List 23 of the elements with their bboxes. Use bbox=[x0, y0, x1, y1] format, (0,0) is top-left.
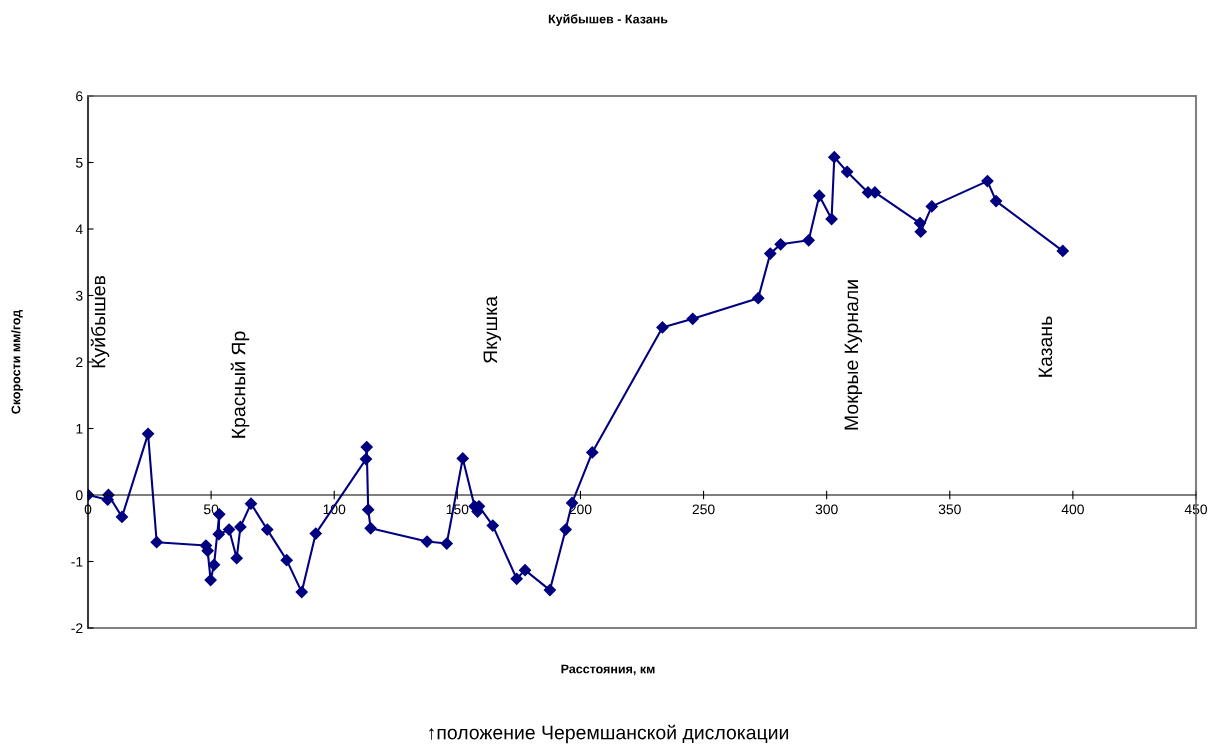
x-tick-label: 400 bbox=[1061, 504, 1084, 515]
x-tick-label: 250 bbox=[692, 504, 715, 515]
y-tick-label: 2 bbox=[76, 357, 83, 368]
y-tick-label: -1 bbox=[71, 556, 83, 567]
y-tick-label: 4 bbox=[75, 224, 83, 235]
y-tick-label: -2 bbox=[71, 623, 83, 634]
y-tick-label: 6 bbox=[76, 91, 83, 102]
y-tick-label: 5 bbox=[75, 157, 83, 168]
x-tick-label: 350 bbox=[938, 504, 961, 515]
x-tick-label: 300 bbox=[815, 504, 838, 515]
chart-title: Куйбышев - Казань bbox=[548, 14, 668, 26]
x-tick-label: 450 bbox=[1184, 504, 1208, 515]
text: ↑положение Черемшанской дислокации bbox=[429, 724, 789, 744]
y-axis-title: Скорости мм/год bbox=[11, 309, 23, 414]
y-tick-label: 0 bbox=[75, 490, 83, 501]
annotation: Якушка bbox=[483, 296, 502, 364]
y-tick-label: 1 bbox=[76, 423, 83, 434]
annotation: Куйбышев bbox=[90, 275, 110, 368]
y-tick-label: 3 bbox=[75, 290, 83, 301]
annotation: Казань bbox=[1038, 316, 1053, 377]
annotation: Красный Яр bbox=[230, 331, 250, 438]
x-axis-title: Расстояния, км bbox=[561, 664, 655, 676]
annotation: Мокрые Курнали bbox=[844, 280, 863, 430]
